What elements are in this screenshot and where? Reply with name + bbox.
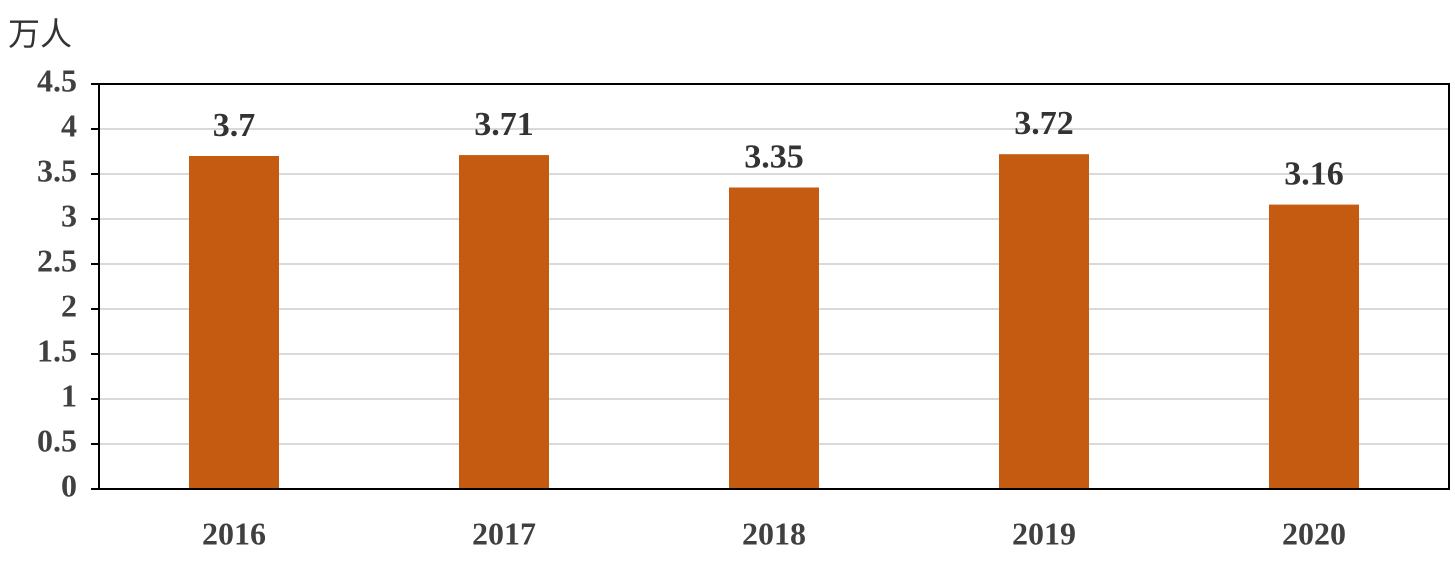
x-tick-label: 2016 bbox=[202, 515, 266, 551]
x-tick-label: 2020 bbox=[1282, 515, 1346, 551]
bar bbox=[189, 156, 279, 489]
y-tick-label: 1 bbox=[61, 377, 77, 413]
data-label: 3.71 bbox=[474, 106, 534, 143]
bar bbox=[459, 155, 549, 489]
y-tick-label: 2.5 bbox=[37, 242, 77, 278]
plot-frame bbox=[98, 83, 1450, 490]
y-tick-label: 3 bbox=[61, 197, 77, 233]
y-axis-label: 万人 bbox=[8, 15, 72, 53]
y-tick-label: 4 bbox=[61, 107, 77, 143]
bars bbox=[189, 154, 1359, 489]
y-tick-label: 2 bbox=[61, 287, 77, 323]
data-label: 3.35 bbox=[744, 138, 804, 175]
data-label: 3.16 bbox=[1284, 155, 1344, 192]
y-tick-label: 4.5 bbox=[37, 62, 77, 98]
bar bbox=[729, 187, 819, 489]
y-tick-label: 0.5 bbox=[37, 422, 77, 458]
x-tick-label: 2018 bbox=[742, 515, 806, 551]
data-label: 3.7 bbox=[213, 107, 256, 144]
bar bbox=[999, 154, 1089, 489]
bar bbox=[1269, 204, 1359, 489]
y-tick-label: 1.5 bbox=[37, 332, 77, 368]
x-tick-label: 2019 bbox=[1012, 515, 1076, 551]
y-tick-label: 0 bbox=[61, 467, 77, 503]
x-tick-label: 2017 bbox=[472, 515, 536, 551]
data-label: 3.72 bbox=[1014, 105, 1074, 142]
y-tick-label: 3.5 bbox=[37, 152, 77, 188]
